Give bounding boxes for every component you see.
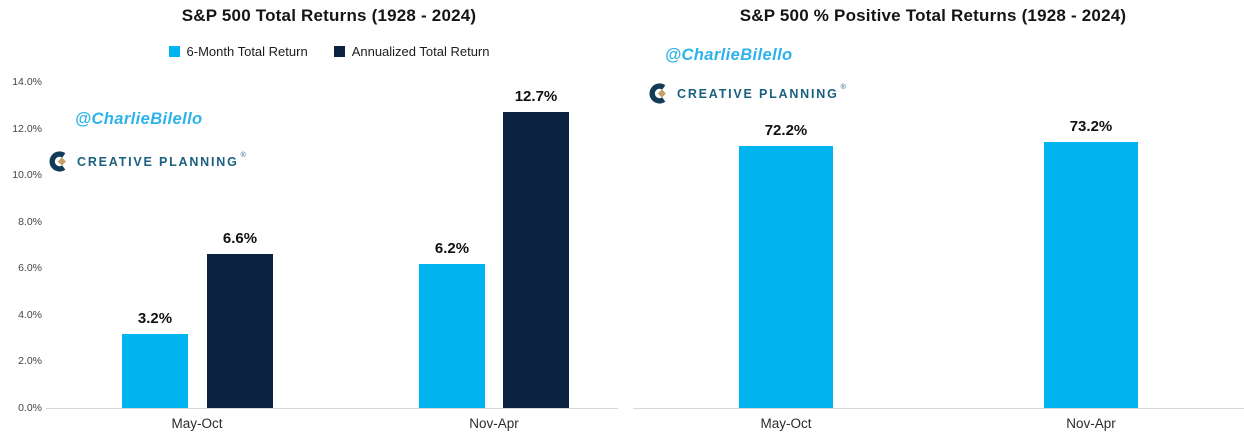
bar-positive-may-oct <box>739 145 833 408</box>
x-axis-label-nov-apr: Nov-Apr <box>469 416 519 431</box>
x-axis-label-may-oct: May-Oct <box>171 416 223 431</box>
value-label-6month-may-oct: 3.2% <box>137 309 173 327</box>
chart-title: S&P 500 Total Returns (1928 - 2024) <box>181 6 477 25</box>
legend-label: 6-Month Total Return <box>186 44 308 59</box>
charliebilello-watermark: @CharlieBilello <box>665 46 793 64</box>
bar-annualized-may-oct <box>207 254 273 408</box>
legend-item-annualized: Annualized Total Return <box>333 44 490 59</box>
creative-planning-logo: CREATIVE PLANNING ® <box>648 82 846 105</box>
y-axis-tick-labels: 0.0% 2.0% 4.0% 6.0% 8.0% 10.0% 12.0% 14.0% <box>0 76 42 414</box>
y-axis-tick-label: 12.0% <box>12 122 42 135</box>
bar-annualized-nov-apr <box>503 112 569 408</box>
chart-total-returns-panel: S&P 500 Total Returns (1928 - 2024) 6-Mo… <box>0 6 618 431</box>
y-axis-tick-label: 8.0% <box>18 215 42 228</box>
x-axis-label-may-oct: May-Oct <box>760 416 812 431</box>
registered-trademark-icon: ® <box>840 84 846 91</box>
value-label-annualized-may-oct: 6.6% <box>222 230 258 248</box>
y-axis-tick-label: 2.0% <box>18 355 42 368</box>
legend-label: Annualized Total Return <box>351 44 490 59</box>
chart-percent-positive-panel: S&P 500 % Positive Total Returns (1928 -… <box>622 0 1244 442</box>
value-label-positive-nov-apr: 73.2% <box>1069 118 1113 136</box>
creative-planning-c-icon <box>649 83 666 104</box>
y-axis-tick-label: 4.0% <box>18 308 42 321</box>
creative-planning-logo: CREATIVE PLANNING ® <box>48 150 246 173</box>
chart-title: S&P 500 % Positive Total Returns (1928 -… <box>739 6 1127 25</box>
value-label-6month-nov-apr: 6.2% <box>434 239 470 257</box>
plot-area: 3.2% 6.6% 6.2% 12.7% <box>46 82 618 409</box>
y-axis-tick-label: 14.0% <box>12 76 42 88</box>
registered-trademark-icon: ® <box>240 152 246 159</box>
y-axis-tick-label: 6.0% <box>18 262 42 275</box>
bar-positive-nov-apr <box>1044 142 1138 408</box>
legend-swatch-light-blue <box>168 46 180 57</box>
chart-legend: 6-Month Total Return Annualized Total Re… <box>40 44 618 59</box>
y-axis-tick-label: 0.0% <box>18 402 42 414</box>
creative-planning-wordmark: CREATIVE PLANNING <box>77 154 239 169</box>
x-axis-label-nov-apr: Nov-Apr <box>1066 416 1116 431</box>
y-axis-tick-label: 10.0% <box>12 169 42 182</box>
charliebilello-watermark: @CharlieBilello <box>75 110 203 128</box>
bar-6month-may-oct <box>122 333 188 408</box>
legend-swatch-navy <box>333 46 345 57</box>
legend-item-6-month: 6-Month Total Return <box>168 44 308 59</box>
value-label-annualized-nov-apr: 12.7% <box>514 88 558 106</box>
value-label-positive-may-oct: 72.2% <box>764 121 808 139</box>
creative-planning-c-icon <box>49 151 66 172</box>
plot-area: 72.2% 73.2% <box>633 110 1244 409</box>
bar-6month-nov-apr <box>419 263 485 408</box>
creative-planning-wordmark: CREATIVE PLANNING <box>677 86 839 101</box>
